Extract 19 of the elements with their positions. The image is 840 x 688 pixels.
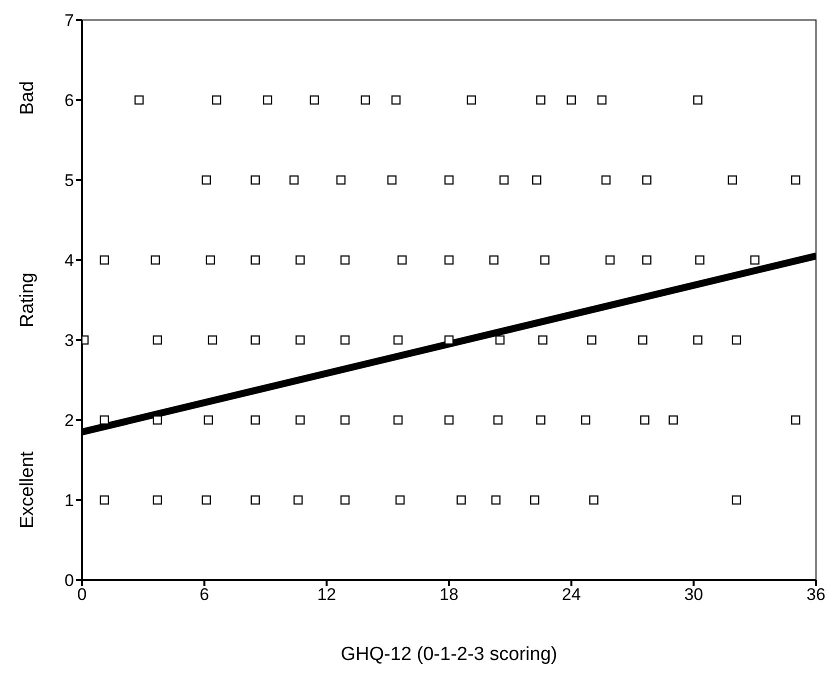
x-tick-label: 6 bbox=[200, 585, 210, 604]
x-tick-label: 0 bbox=[77, 585, 87, 604]
y-tick-label: 3 bbox=[64, 331, 74, 350]
text: Bad bbox=[17, 81, 39, 116]
x-tick-label: 12 bbox=[317, 585, 336, 604]
y-tick-label: 5 bbox=[64, 171, 74, 190]
x-tick-label: 30 bbox=[684, 585, 704, 604]
y-tick-label: 0 bbox=[64, 571, 74, 590]
y-tick-label: 2 bbox=[64, 411, 74, 430]
x-axis-title: GHQ-12 (0-1-2-3 scoring) bbox=[340, 644, 558, 665]
x-tick-label: 36 bbox=[806, 585, 826, 604]
y-axis-title: Rating bbox=[17, 272, 39, 328]
y-tick-label: 7 bbox=[64, 11, 74, 30]
y-tick-label: 1 bbox=[64, 491, 74, 510]
y-tick-label: 4 bbox=[64, 251, 74, 270]
x-tick-label: 18 bbox=[440, 585, 458, 604]
y-tick-label: 6 bbox=[64, 91, 74, 110]
x-tick-label: 24 bbox=[562, 585, 581, 604]
text: Excellent bbox=[17, 452, 39, 529]
